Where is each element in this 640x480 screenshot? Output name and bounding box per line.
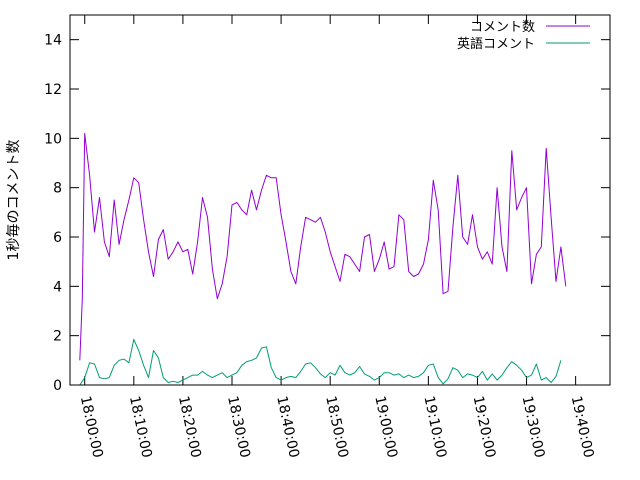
y-tick-label: 6: [53, 230, 62, 246]
legend-label-1: コメント数: [470, 20, 535, 35]
y-tick-label: 2: [53, 329, 62, 345]
y-tick-label: 8: [53, 181, 62, 197]
series-lines: [79, 132, 567, 386]
series-line-1: [79, 132, 567, 361]
legend-label-2: 英語コメント: [457, 36, 535, 52]
plot-frame: [69, 14, 611, 386]
y-tick-label: 12: [44, 82, 62, 98]
y-axis-label: 1秒毎のコメント数: [6, 140, 22, 261]
series-line-2: [79, 338, 562, 386]
y-tick-label: 0: [53, 378, 62, 394]
y-tick-labels: 0 2 4 6 8 10 12 14: [44, 33, 62, 394]
y-tick-label: 4: [53, 279, 62, 295]
y-tick-label: 10: [44, 131, 62, 147]
y-tick-label: 14: [44, 33, 62, 49]
